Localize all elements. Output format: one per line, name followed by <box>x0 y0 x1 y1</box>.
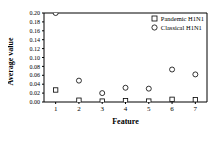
svg-text:0.12: 0.12 <box>30 46 41 52</box>
svg-text:0.14: 0.14 <box>30 37 41 43</box>
svg-text:3: 3 <box>100 105 104 113</box>
svg-text:1: 1 <box>54 105 58 113</box>
svg-text:5: 5 <box>147 105 151 113</box>
svg-text:Average value: Average value <box>8 37 15 86</box>
html-text:Pandemic H1N1: Pandemic H1N1 <box>160 15 204 22</box>
html-text:Classical H1N1: Classical H1N1 <box>160 24 202 31</box>
svg-text:0.04: 0.04 <box>30 81 41 87</box>
svg-text:0.16: 0.16 <box>30 28 41 34</box>
svg-text:6: 6 <box>170 105 174 113</box>
svg-text:0.20: 0.20 <box>30 10 41 16</box>
svg-text:0.06: 0.06 <box>30 72 41 78</box>
svg-text:4: 4 <box>124 105 128 113</box>
svg-text:0.02: 0.02 <box>30 90 41 96</box>
svg-text:0.08: 0.08 <box>30 64 41 70</box>
svg-text:0.10: 0.10 <box>30 55 41 61</box>
svg-text:7: 7 <box>194 105 198 113</box>
svg-text:Feature: Feature <box>112 117 139 126</box>
svg-text:0.18: 0.18 <box>30 19 41 25</box>
svg-text:0.00: 0.00 <box>30 99 41 105</box>
svg-text:2: 2 <box>77 105 81 113</box>
